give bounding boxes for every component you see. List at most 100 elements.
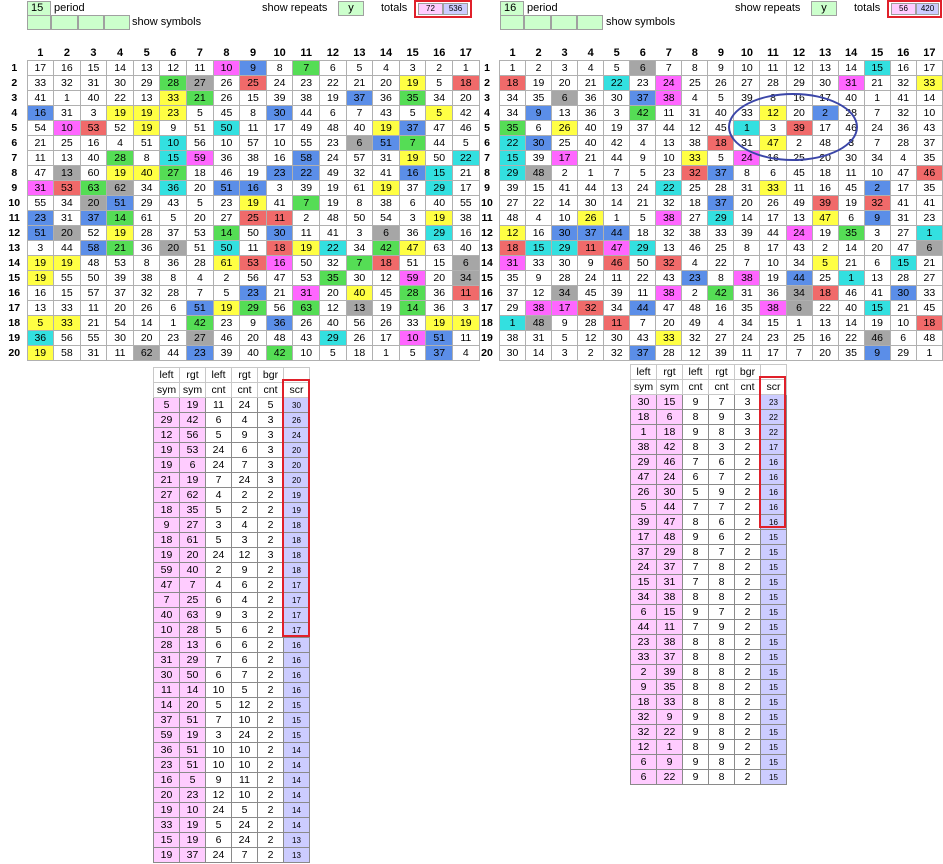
grid-cell[interactable]: 38	[655, 90, 683, 106]
grid-cell[interactable]: 5	[398, 345, 427, 361]
grid-cell[interactable]: 36	[759, 285, 787, 301]
grid-cell[interactable]: 9	[863, 210, 891, 226]
grid-cell[interactable]: 14	[132, 315, 161, 331]
grid-cell[interactable]: 38	[681, 135, 709, 151]
grid-cell[interactable]: 44	[425, 135, 453, 151]
grid-cell[interactable]: 46	[212, 330, 241, 346]
grid-cell[interactable]: 37	[345, 90, 374, 106]
rgt-sym-cell[interactable]: 42	[179, 412, 206, 428]
grid-cell[interactable]: 19	[212, 300, 241, 316]
bgr-cnt-cell[interactable]: 2	[734, 679, 761, 695]
grid-cell[interactable]: 43	[159, 195, 188, 211]
left-sym-cell[interactable]: 33	[630, 649, 657, 665]
grid-cell[interactable]: 48	[525, 315, 553, 331]
grid-cell[interactable]: 58	[53, 345, 81, 361]
left-sym-cell[interactable]: 6	[630, 604, 657, 620]
grid-cell[interactable]: 27	[186, 75, 214, 91]
grid-cell[interactable]: 38	[655, 210, 683, 226]
grid-cell[interactable]: 17	[452, 180, 480, 196]
left-cnt-cell[interactable]: 9	[205, 607, 232, 623]
grid-cell[interactable]: 36	[577, 90, 605, 106]
left-cnt-cell[interactable]: 24	[205, 442, 232, 458]
grid-cell[interactable]: 32	[681, 330, 709, 346]
grid-cell[interactable]: 2	[681, 285, 709, 301]
grid-cell[interactable]: 11	[603, 270, 631, 286]
rgt-sym-cell[interactable]: 30	[656, 484, 683, 500]
grid-cell[interactable]: 6	[863, 255, 891, 271]
grid-cell[interactable]: 19	[239, 195, 267, 211]
grid-cell[interactable]: 23	[319, 135, 347, 151]
rgt-cnt-cell[interactable]: 3	[231, 532, 258, 548]
grid-cell[interactable]: 20	[319, 285, 347, 301]
rgt-sym-cell[interactable]: 31	[656, 574, 683, 590]
grid-cell[interactable]: 37	[629, 120, 657, 136]
grid-cell[interactable]: 5	[186, 105, 214, 121]
grid-cell[interactable]: 4	[681, 255, 709, 271]
grid-cell[interactable]: 33	[398, 315, 427, 331]
grid-cell[interactable]: 14	[525, 345, 553, 361]
grid-cell[interactable]: 3	[26, 240, 55, 256]
grid-cell[interactable]: 31	[525, 330, 553, 346]
grid-cell[interactable]: 4	[681, 90, 709, 106]
left-cnt-cell[interactable]: 9	[682, 424, 709, 440]
rgt-sym-cell[interactable]: 9	[656, 709, 683, 725]
left-cnt-cell[interactable]: 6	[682, 469, 709, 485]
left-cnt-cell[interactable]: 8	[682, 589, 709, 605]
grid-cell[interactable]: 34	[603, 300, 631, 316]
rgt-sym-cell[interactable]: 15	[656, 394, 683, 410]
grid-cell[interactable]: 19	[837, 195, 865, 211]
grid-cell[interactable]: 48	[79, 255, 108, 271]
grid-cell[interactable]: 38	[239, 150, 267, 166]
grid-cell[interactable]: 43	[292, 330, 321, 346]
rgt-sym-cell[interactable]: 19	[179, 472, 206, 488]
grid-cell[interactable]: 28	[707, 180, 735, 196]
grid-cell[interactable]: 27	[212, 210, 241, 226]
grid-cell[interactable]: 5	[319, 345, 347, 361]
score-cell[interactable]: 16	[760, 499, 787, 515]
left-sym-cell[interactable]: 38	[630, 439, 657, 455]
grid-cell[interactable]: 19	[372, 180, 400, 196]
grid-cell[interactable]: 6	[759, 165, 787, 181]
left-sym-cell[interactable]: 5	[153, 397, 180, 413]
grid-cell[interactable]: 14	[837, 60, 865, 76]
grid-cell[interactable]: 41	[372, 165, 400, 181]
grid-cell[interactable]: 6	[889, 330, 917, 346]
grid-cell[interactable]: 29	[707, 210, 735, 226]
grid-cell[interactable]: 44	[655, 120, 683, 136]
score-cell[interactable]: 16	[283, 637, 310, 653]
bgr-cnt-cell[interactable]: 2	[257, 787, 284, 803]
grid-cell[interactable]: 13	[53, 165, 81, 181]
score-cell[interactable]: 14	[283, 802, 310, 818]
left-cnt-cell[interactable]: 9	[682, 769, 709, 785]
rgt-cnt-cell[interactable]: 8	[708, 709, 735, 725]
grid-cell[interactable]: 11	[292, 225, 321, 241]
left-cnt-cell[interactable]: 5	[682, 484, 709, 500]
rgt-sym-cell[interactable]: 47	[656, 514, 683, 530]
grid-cell[interactable]: 1	[785, 315, 813, 331]
grid-cell[interactable]: 19	[319, 90, 347, 106]
grid-cell[interactable]: 11	[79, 300, 108, 316]
grid-cell[interactable]: 40	[425, 195, 453, 211]
grid-cell[interactable]: 47	[603, 240, 631, 256]
grid-cell[interactable]: 43	[785, 240, 813, 256]
grid-cell[interactable]: 38	[733, 270, 761, 286]
grid-cell[interactable]: 20	[551, 75, 579, 91]
left-cnt-cell[interactable]: 6	[205, 637, 232, 653]
grid-cell[interactable]: 58	[292, 150, 321, 166]
grid-cell[interactable]: 20	[79, 195, 108, 211]
left-symbols-input-a[interactable]	[27, 15, 51, 30]
bgr-cnt-cell[interactable]: 2	[257, 622, 284, 638]
rgt-sym-cell[interactable]: 28	[179, 622, 206, 638]
grid-cell[interactable]: 42	[265, 345, 294, 361]
grid-cell[interactable]: 23	[265, 165, 294, 181]
grid-cell[interactable]: 34	[498, 105, 527, 121]
grid-cell[interactable]: 11	[186, 60, 214, 76]
grid-cell[interactable]: 51	[186, 240, 214, 256]
score-cell[interactable]: 13	[283, 832, 310, 848]
grid-cell[interactable]: 31	[79, 75, 108, 91]
grid-cell[interactable]: 21	[837, 255, 865, 271]
grid-cell[interactable]: 20	[655, 315, 683, 331]
grid-cell[interactable]: 25	[811, 270, 839, 286]
grid-cell[interactable]: 8	[239, 105, 267, 121]
bgr-cnt-cell[interactable]: 2	[257, 817, 284, 833]
